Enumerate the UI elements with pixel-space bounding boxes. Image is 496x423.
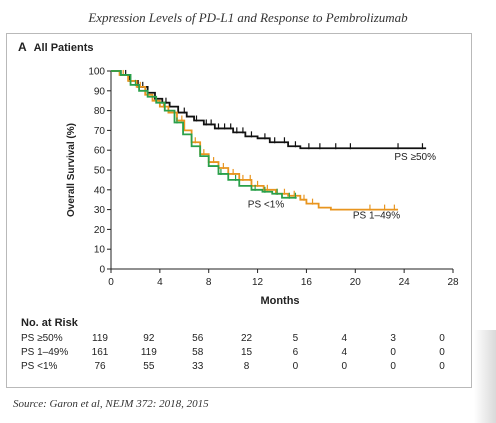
risk-table-title: No. at Risk [21, 317, 78, 329]
risk-cell: 161 [91, 347, 109, 358]
risk-cell: 5 [292, 333, 299, 344]
panel-label: A All Patients [18, 40, 93, 54]
risk-cell: 22 [241, 333, 253, 344]
x-tick-label: 0 [108, 277, 114, 288]
risk-cell: 0 [341, 361, 348, 372]
y-tick-label: 80 [94, 106, 106, 117]
chart-labels: Months Overall Survival (%) PS ≥50% PS 1–49… [66, 123, 436, 307]
panel-letter: A [18, 40, 27, 54]
risk-cell: 76 [94, 361, 106, 372]
risk-cell: 58 [192, 347, 204, 358]
x-tick-label: 16 [301, 277, 313, 288]
series-ps50 [111, 69, 427, 150]
x-tick-label: 24 [399, 277, 411, 288]
x-tick-label: 4 [157, 277, 163, 288]
risk-cell: 8 [243, 361, 250, 372]
survival-curve-ps1_49 [111, 70, 399, 211]
risk-cell: 0 [439, 347, 445, 358]
y-tick-label: 0 [99, 265, 105, 276]
risk-cell: 6 [292, 347, 299, 358]
risk-row-label: PS <1% [21, 361, 58, 372]
chart-axes: 0 4 8 12 16 20 24 28 0 10 20 30 40 50 60 70 80 90 100 [88, 67, 459, 289]
y-tick-label: 60 [94, 146, 106, 157]
x-tick-label: 20 [350, 277, 362, 288]
risk-cell: 0 [390, 361, 396, 372]
risk-row-label: PS 1–49% [21, 347, 69, 358]
risk-cell: 4 [341, 333, 348, 344]
risk-cell: 0 [439, 333, 445, 344]
risk-cell: 0 [390, 347, 396, 358]
figure-title: Expression Levels of PD-L1 and Response … [88, 10, 408, 25]
chart-series [111, 69, 427, 211]
y-tick-label: 70 [94, 126, 106, 137]
panel-subtitle: All Patients [33, 42, 94, 54]
y-tick-label: 20 [94, 225, 106, 236]
curve-label: PS ≥50% [394, 152, 436, 163]
y-tick-label: 90 [94, 86, 106, 97]
x-tick-label: 8 [206, 277, 212, 288]
survival-curve-ps1 [111, 70, 297, 199]
risk-cell: 3 [390, 333, 396, 344]
source-citation: Source: Garon et al, NEJM 372: 2018, 201… [13, 398, 209, 410]
y-tick-label: 40 [94, 185, 106, 196]
y-axis-title: Overall Survival (%) [66, 123, 77, 217]
risk-cell: 56 [192, 333, 204, 344]
risk-cell: 0 [292, 361, 299, 372]
risk-cell: 4 [341, 347, 348, 358]
curve-label: PS 1–49% [353, 211, 400, 222]
page-edge-shadow [474, 330, 496, 423]
risk-row-label: PS ≥50% [21, 333, 63, 344]
survival-curve-ps50 [111, 70, 427, 150]
x-axis-title: Months [260, 295, 299, 307]
x-tick-label: 12 [252, 277, 264, 288]
y-tick-label: 100 [88, 67, 105, 78]
y-tick-label: 50 [94, 166, 106, 177]
series-ps1 [111, 70, 297, 199]
y-tick-label: 30 [94, 205, 106, 216]
risk-cell: 92 [143, 333, 155, 344]
risk-cell: 0 [439, 361, 445, 372]
x-tick-label: 28 [447, 277, 459, 288]
risk-cell: 119 [92, 333, 108, 344]
risk-cell: 15 [241, 347, 253, 358]
risk-cell: 55 [143, 361, 155, 372]
curve-label: PS <1% [248, 200, 285, 211]
risk-cell: 119 [140, 347, 157, 358]
risk-row: PS <1% 76 55 33 8 0 0 0 0 [0, 361, 496, 375]
risk-row: PS 1–49% 161 119 58 15 6 4 0 0 [0, 347, 496, 361]
risk-row: PS ≥50% 119 92 56 22 5 4 3 0 [0, 333, 496, 347]
y-tick-label: 10 [94, 245, 106, 256]
risk-cell: 33 [192, 361, 204, 372]
